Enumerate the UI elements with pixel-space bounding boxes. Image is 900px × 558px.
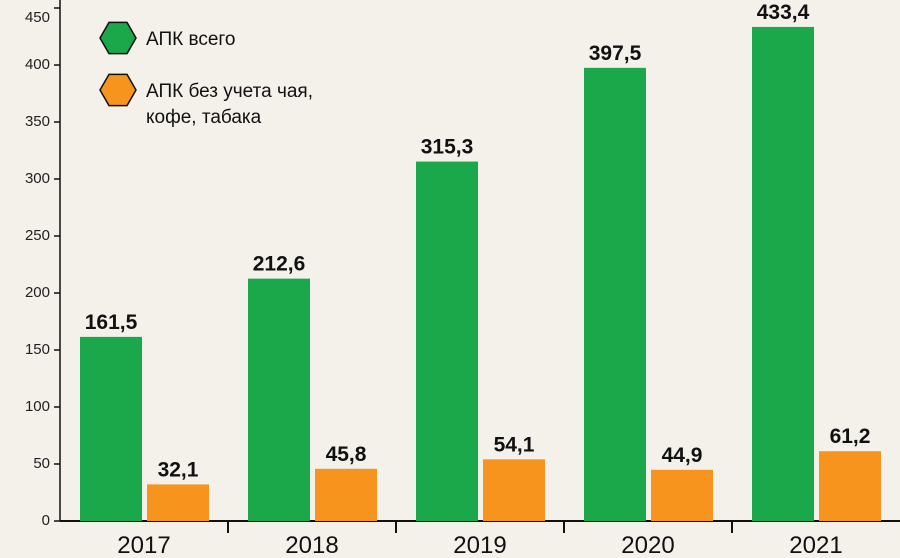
bar: [315, 469, 377, 521]
y-tick-label: 0: [42, 512, 50, 529]
x-tick-label: 2017: [117, 532, 170, 558]
bar: [147, 484, 209, 521]
legend-label: АПК всего: [146, 29, 236, 50]
value-label: 161,5: [85, 311, 138, 334]
x-tick-label: 2019: [453, 532, 506, 558]
y-tick-label: 200: [25, 284, 50, 301]
chart: 0 50 100 150 200 250 300 350 400 450 2017 2018 2019 2…: [0, 0, 900, 558]
legend-marker: [100, 74, 136, 105]
value-label: 61,2: [830, 425, 871, 448]
value-label: 45,8: [326, 443, 367, 466]
bar: [248, 279, 310, 521]
legend-marker: [100, 22, 136, 53]
value-label: 32,1: [158, 458, 199, 481]
bar: [80, 337, 142, 521]
legend-label-line: АПК без учета чая,: [146, 81, 313, 102]
y-tick-label: 50: [33, 455, 50, 472]
bar: [752, 27, 814, 521]
value-label: 433,4: [757, 1, 810, 24]
y-tick-label: 100: [25, 398, 50, 415]
bar: [584, 68, 646, 521]
y-tick-label: 400: [25, 56, 50, 73]
x-tick-label: 2021: [789, 532, 842, 558]
bar: [416, 162, 478, 521]
y-tick-label: 150: [25, 341, 50, 358]
y-tick-label: 300: [25, 170, 50, 187]
bar: [819, 451, 881, 521]
value-label: 315,3: [421, 136, 474, 159]
bar: [651, 470, 713, 521]
value-label: 44,9: [662, 444, 703, 467]
x-tick-label: 2020: [621, 532, 674, 558]
x-tick-label: 2018: [285, 532, 338, 558]
y-tick-label: 250: [25, 227, 50, 244]
legend-label: АПК без учета чая, кофе, табака: [146, 81, 313, 128]
value-label: 397,5: [589, 42, 642, 65]
value-label: 212,6: [253, 253, 306, 276]
y-tick-label: 350: [25, 113, 50, 130]
value-label: 54,1: [494, 433, 535, 456]
y-tick-label: 450: [25, 9, 50, 26]
legend-label-line: кофе, табака: [146, 107, 262, 128]
bar: [483, 459, 545, 521]
